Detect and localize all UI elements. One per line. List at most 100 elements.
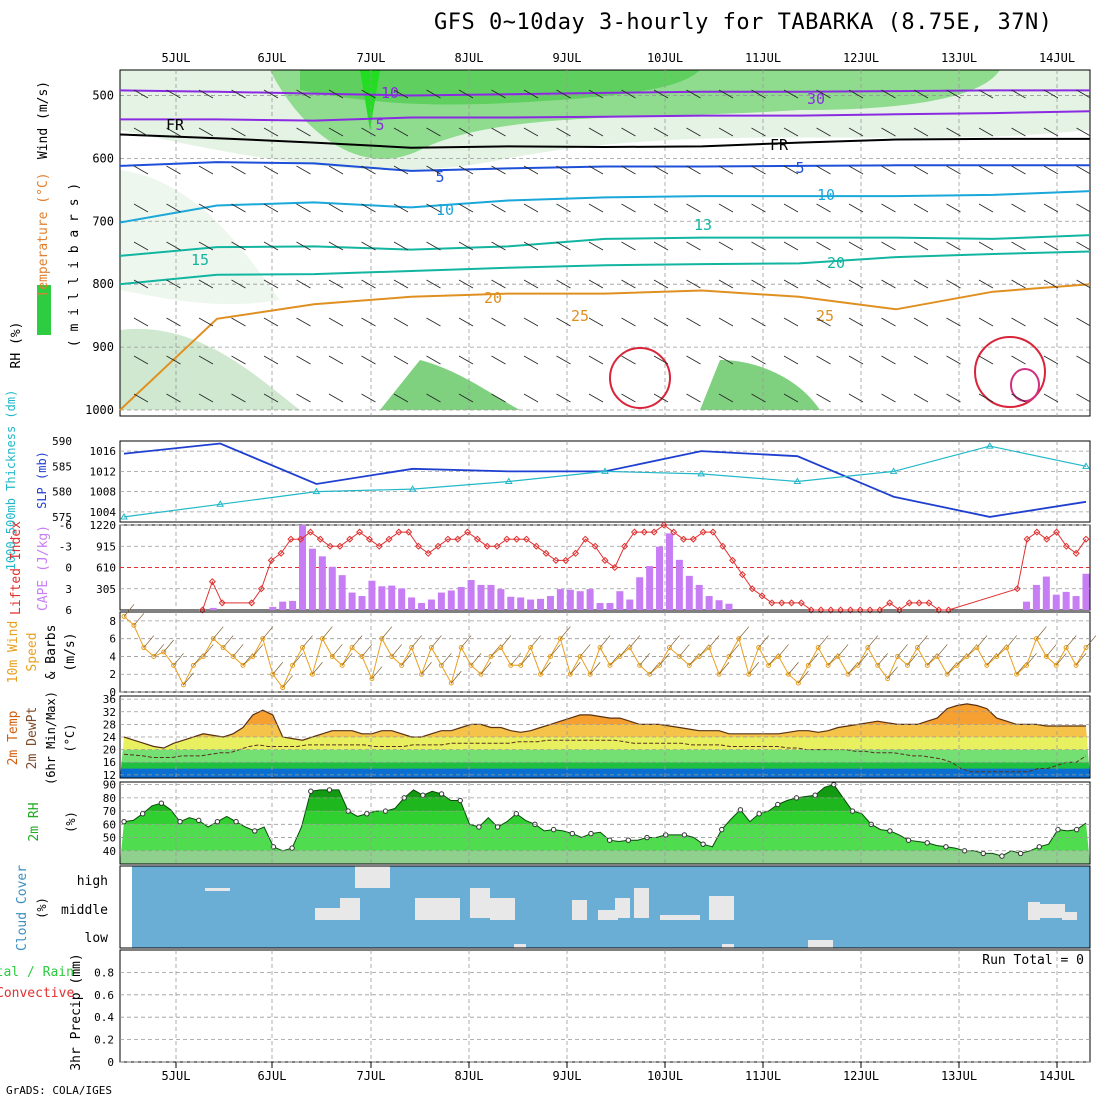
wind-barb: [166, 127, 181, 137]
wind10-marker: [458, 645, 464, 651]
isotherm-label: 5: [375, 116, 384, 134]
isotherm-label: 25: [571, 307, 589, 325]
rh2m-marker: [438, 791, 445, 797]
cloud-level-label: high: [77, 874, 108, 889]
pressure-tick: 500: [92, 88, 114, 102]
rh2m-frame: [119, 781, 1091, 865]
wind10-marker: [865, 645, 871, 651]
wind-barb: [881, 279, 896, 289]
isotherm-label: 20: [827, 254, 845, 272]
wind-barb: [133, 317, 149, 327]
wind-barb: [686, 203, 701, 213]
wind-barb: [1076, 317, 1091, 327]
wind10-marker: [895, 653, 901, 659]
li-marker: [208, 578, 216, 586]
wind10-marker: [339, 662, 345, 668]
wind-barb: [393, 203, 409, 213]
cape-bar: [1032, 584, 1040, 610]
wind10-barb: [798, 670, 809, 684]
wind-barb: [263, 241, 279, 251]
wind10-barb: [153, 644, 165, 657]
li-marker: [218, 599, 226, 607]
li-marker: [1072, 549, 1080, 557]
wind-barb: [361, 127, 376, 137]
isotherm-label: 10: [817, 186, 835, 204]
rh2m-marker: [139, 811, 146, 817]
li-tick: -3: [59, 540, 72, 553]
thickness-marker: [408, 485, 417, 492]
precip-axis-label: 3hr Precip (mm): [69, 953, 84, 1070]
wind-barb: [296, 393, 311, 403]
cloud-block: [1028, 902, 1040, 920]
wind10-marker: [319, 636, 325, 642]
wind-barb: [166, 393, 181, 403]
wind-barb: [361, 241, 376, 251]
wind-barb: [231, 317, 246, 327]
cloud-level-label: low: [85, 931, 109, 946]
wind10-marker: [200, 653, 206, 659]
wind-barb: [946, 317, 961, 327]
wind10-barb: [669, 635, 680, 648]
wind10-barb: [520, 653, 531, 666]
rh2m-marker: [1073, 826, 1080, 833]
li-marker: [729, 556, 737, 564]
wind10-marker: [1063, 645, 1069, 651]
cape-bar: [467, 580, 475, 610]
wind-barb: [296, 127, 311, 137]
wind-barb: [978, 317, 994, 327]
wind10-marker: [657, 662, 663, 668]
wind-barb: [881, 203, 896, 213]
wind-barb: [718, 317, 734, 327]
slp-tick: 1012: [90, 465, 117, 478]
wind10-barb: [1065, 635, 1077, 648]
wind10-barb: [361, 644, 373, 657]
wind-barb: [361, 279, 376, 289]
cape-bar: [537, 598, 545, 610]
slp-axis-label: SLP (mb): [35, 451, 49, 509]
wind-barb: [458, 241, 474, 251]
wind10-marker: [914, 645, 920, 651]
isotherm-label: FR: [770, 136, 789, 154]
slp-frame: [119, 440, 1091, 523]
wind10-marker: [1014, 671, 1020, 677]
cape-tick: 610: [96, 562, 116, 575]
wind10-marker: [488, 653, 494, 659]
wind10-marker: [706, 645, 712, 651]
wind10-marker: [686, 662, 692, 668]
li-marker: [346, 535, 354, 543]
wind10-marker: [121, 613, 127, 619]
wind10-marker: [141, 645, 147, 651]
wind10-marker: [766, 662, 772, 668]
rh2m-tick: 60: [103, 818, 116, 831]
wind-barb: [393, 127, 409, 137]
wind-barb: [556, 241, 571, 251]
wind-barb: [523, 393, 539, 403]
cape-bar: [556, 589, 564, 610]
li-marker: [1082, 535, 1090, 543]
li-marker: [945, 606, 953, 614]
day-label-top: 10JUL: [647, 51, 683, 65]
wind-barb: [588, 393, 604, 403]
thickness-marker: [601, 467, 609, 474]
wind10-barb: [1026, 653, 1037, 666]
cape-bar: [289, 600, 297, 610]
wind10-marker: [1073, 662, 1079, 668]
wind10-barb: [560, 626, 571, 639]
wind10-barb: [500, 635, 512, 648]
rh2m-marker: [681, 832, 688, 838]
wind10-marker: [736, 636, 742, 642]
wind10-marker: [161, 649, 167, 655]
li-marker: [257, 585, 265, 593]
wind10-barb: [123, 604, 135, 617]
wind10-barb: [1075, 653, 1087, 666]
wind10-barb: [272, 661, 284, 675]
cape-bar: [636, 577, 644, 610]
wind-barb: [653, 241, 669, 251]
wind-barb: [816, 127, 831, 137]
wind-barb: [523, 355, 539, 365]
wind10-barb: [788, 661, 799, 675]
li-marker: [1043, 535, 1051, 543]
wind-barb: [881, 89, 896, 99]
wind-barb: [653, 165, 669, 175]
li-marker: [1033, 528, 1041, 536]
